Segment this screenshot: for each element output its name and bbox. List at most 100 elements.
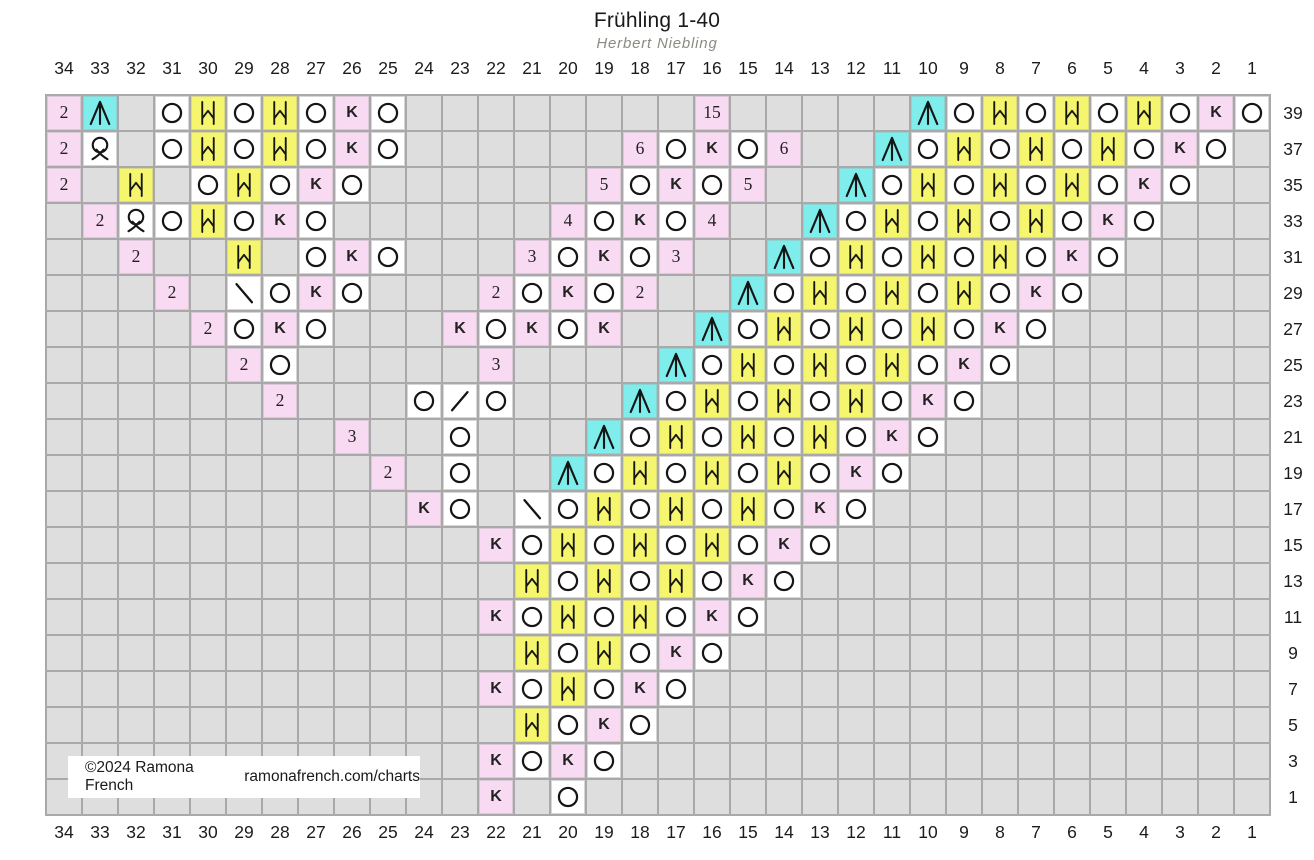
grid-cell-empty [695, 780, 729, 814]
increase-cell [983, 96, 1017, 130]
grid-cell-empty [1019, 528, 1053, 562]
yarn-over-cell [587, 744, 621, 778]
column-label: 13 [810, 822, 830, 842]
grid-cell-empty [875, 528, 909, 562]
grid-cell-empty [443, 600, 477, 634]
grid-cell-empty [1091, 492, 1125, 526]
left-decrease-icon [450, 391, 469, 412]
knit-cell: K [335, 96, 369, 130]
grid-cell-empty [443, 708, 477, 742]
grid-cell-empty [803, 636, 837, 670]
column-label: 25 [378, 822, 398, 842]
yarn-over-icon [701, 354, 723, 376]
row-label: 37 [1283, 138, 1303, 159]
count-cell: 2 [83, 204, 117, 238]
yarn-over-cell [155, 132, 189, 166]
grid-cell-empty [83, 672, 117, 706]
knit-letter: K [562, 752, 574, 769]
triple-increase-icon [885, 209, 899, 233]
yarn-over-icon [1061, 282, 1083, 304]
increase-cell [947, 276, 981, 310]
yarn-over-cell [695, 168, 729, 202]
row-label: 11 [1283, 606, 1303, 627]
grid-cell-empty [1199, 780, 1233, 814]
yarn-over-icon [845, 498, 867, 520]
increase-cell [911, 240, 945, 274]
grid-cell-empty [155, 564, 189, 598]
yarn-over-icon [881, 318, 903, 340]
increase-cell [911, 168, 945, 202]
knit-cell: K [1019, 276, 1053, 310]
grid-cell-empty [1055, 600, 1089, 634]
grid-cell-empty [191, 348, 225, 382]
grid-cell-empty [47, 528, 81, 562]
grid-cell-empty [119, 348, 153, 382]
knit-letter: K [706, 140, 718, 157]
count-cell: 3 [479, 348, 513, 382]
grid-cell-empty [1235, 384, 1269, 418]
yarn-over-cell [623, 564, 657, 598]
grid-cell-empty [839, 636, 873, 670]
row-label: 15 [1283, 534, 1303, 555]
grid-cell-empty [479, 96, 513, 130]
grid-cell-empty [479, 132, 513, 166]
grid-cell-empty [407, 528, 441, 562]
grid-cell-empty [263, 600, 297, 634]
yarn-over-icon [521, 750, 543, 772]
knit-cell: K [983, 312, 1017, 346]
increase-cell [191, 96, 225, 130]
yarn-over-cell [587, 204, 621, 238]
grid-cell-empty [1055, 492, 1089, 526]
grid-cell-empty [263, 672, 297, 706]
grid-cell-empty [515, 204, 549, 238]
grid-cell-empty [119, 96, 153, 130]
count-cell: 5 [587, 168, 621, 202]
grid-cell-empty [803, 96, 837, 130]
grid-cell-empty [1019, 744, 1053, 778]
grid-cell-empty [1127, 744, 1161, 778]
grid-cell-empty [1199, 348, 1233, 382]
grid-cell-empty [1019, 348, 1053, 382]
yarn-over-cell [1019, 240, 1053, 274]
column-label: 26 [342, 822, 362, 842]
yarn-over-icon [809, 390, 831, 412]
grid-cell-empty [443, 96, 477, 130]
grid-cell-empty [767, 96, 801, 130]
knit-letter: K [310, 176, 322, 193]
grid-cell-empty [1235, 564, 1269, 598]
yarn-over-icon [593, 282, 615, 304]
triple-increase-icon [849, 317, 863, 341]
yarn-over-icon [305, 210, 327, 232]
chart-title: Frühling 1-40 [593, 9, 721, 32]
triple-increase-icon [633, 461, 647, 485]
increase-cell [731, 492, 765, 526]
column-label: 11 [882, 822, 902, 842]
yarn-over-cell [659, 528, 693, 562]
yarn-over-cell [551, 708, 585, 742]
grid-cell-empty [1055, 528, 1089, 562]
grid-cell-empty [1091, 600, 1125, 634]
yarn-over-cell [695, 564, 729, 598]
count-cell: 4 [695, 204, 729, 238]
yarn-over-icon [881, 174, 903, 196]
grid-cell-empty [335, 204, 369, 238]
increase-cell [587, 636, 621, 670]
grid-cell-empty [191, 240, 225, 274]
increase-cell [119, 168, 153, 202]
right-decrease-icon [235, 283, 254, 304]
yarn-over-icon [737, 462, 759, 484]
grid-cell-empty [371, 564, 405, 598]
grid-cell-empty [371, 312, 405, 346]
double-decrease-cell [803, 204, 837, 238]
row-label: 23 [1283, 390, 1303, 411]
grid-cell-empty [83, 708, 117, 742]
yarn-over-icon [557, 714, 579, 736]
count-number: 3 [491, 354, 501, 375]
grid-cell-empty [731, 672, 765, 706]
grid-cell-empty [47, 492, 81, 526]
yarn-over-icon [161, 210, 183, 232]
grid-cell-empty [479, 240, 513, 274]
knit-cell: K [803, 492, 837, 526]
knit-cell: K [731, 564, 765, 598]
grid-cell-empty [731, 204, 765, 238]
